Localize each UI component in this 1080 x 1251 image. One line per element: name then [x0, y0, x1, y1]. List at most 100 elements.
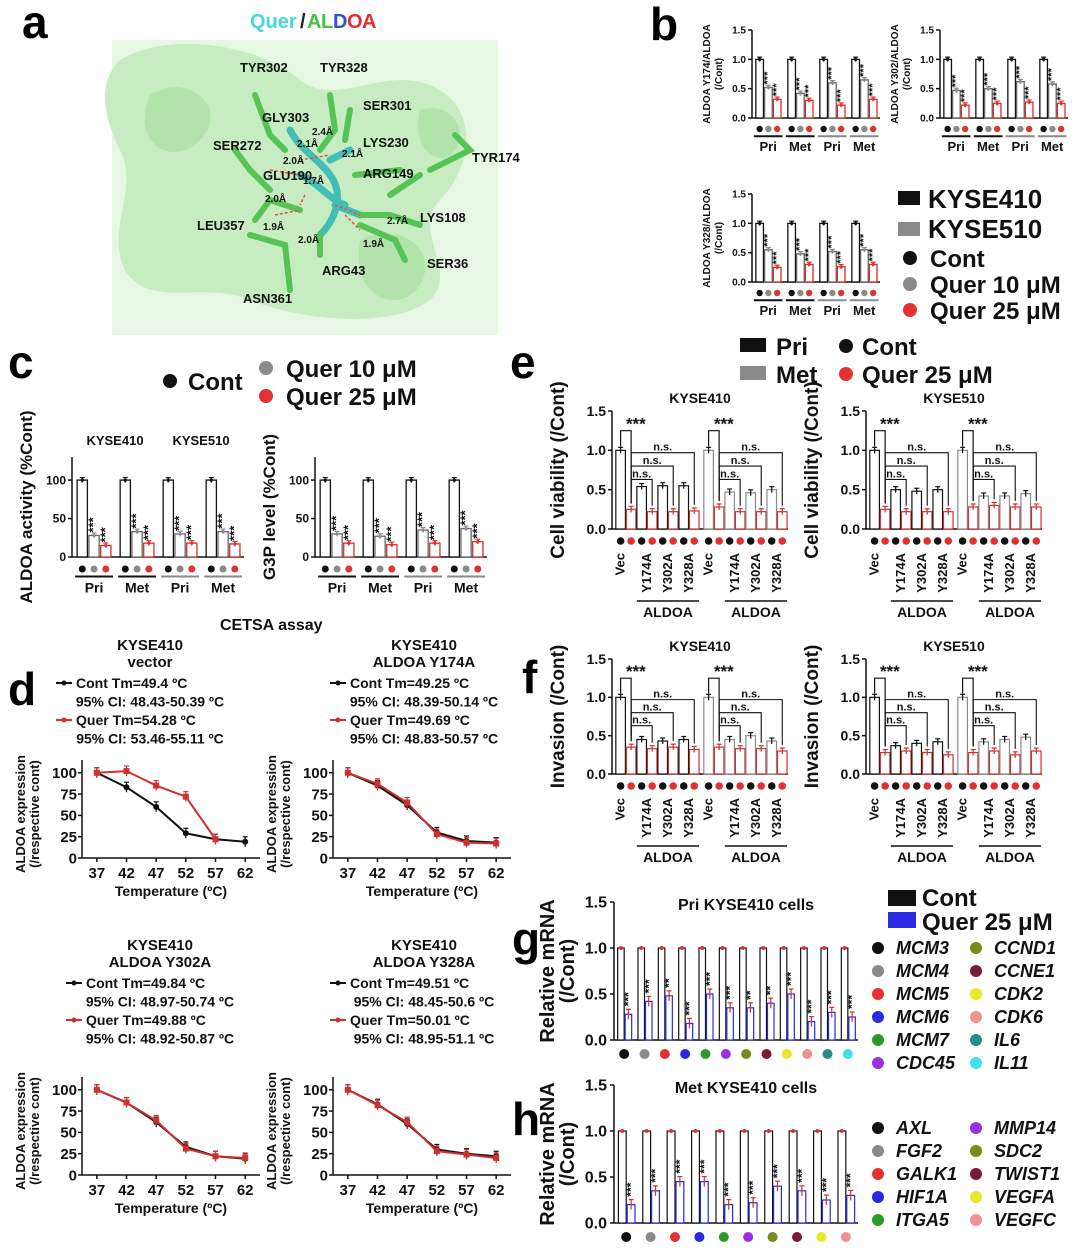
gene-dot: [645, 1232, 656, 1242]
chart-subtitle: ALDOA Y174A: [373, 654, 476, 671]
data-point: [830, 249, 835, 254]
data-point: [92, 533, 96, 538]
significance-bracket: [972, 452, 1037, 501]
data-point: [742, 1129, 747, 1133]
significance-mark: ***: [819, 1178, 833, 1192]
data-point: [182, 1145, 189, 1152]
legend-dot: [872, 965, 884, 977]
residue-label: ASN361: [243, 291, 292, 306]
gene-dot: [842, 1049, 853, 1059]
data-point: [954, 88, 959, 93]
bar: [1020, 493, 1032, 530]
group-label: Pri: [1012, 139, 1029, 154]
chart-h: 0.0 0.5 1.0 1.5 Relative mRNA(/Cont) Met KYSE…: [537, 1078, 1060, 1242]
bar-quer: [665, 995, 673, 1041]
significance-mark: ***: [867, 83, 879, 97]
group-dot: [1011, 782, 1020, 790]
legend-gene: MCM6: [896, 1007, 950, 1027]
data-point: [659, 946, 664, 950]
y-tick-label: 0: [69, 850, 77, 867]
group-label: Pri: [414, 580, 433, 596]
legend-text: Cont Tm=49.51 ºC: [350, 975, 469, 991]
bar: [713, 506, 725, 530]
y-tick-label: 0.5: [841, 482, 861, 498]
significance-mark: ***: [795, 1168, 809, 1182]
legend-text: Quer Tm=49.88 ºC: [86, 1012, 206, 1028]
data-point: [93, 769, 100, 776]
group-dot: [958, 782, 967, 790]
residue-label: GLU190: [263, 168, 312, 183]
data-point: [798, 91, 803, 95]
group-label: Pri: [85, 580, 104, 596]
series-line: [347, 1088, 497, 1158]
group-dot: [993, 125, 1001, 133]
chart-d1: 0 25 50 75 100 37 42 47 52 57 62 Temperature (ºC) AL…: [13, 637, 260, 899]
group-dot: [944, 782, 953, 790]
group-dot: [1021, 782, 1030, 790]
bar: [772, 98, 782, 119]
chart-title: KYSE410: [669, 638, 731, 654]
legend-dot: [872, 988, 884, 1000]
group-dot: [757, 782, 766, 790]
y-tick-label: 100: [303, 765, 328, 782]
bar: [978, 741, 990, 775]
significance-mark: ***: [642, 979, 656, 993]
group-dot: [78, 565, 86, 573]
y-tick-label: 0.5: [920, 84, 934, 95]
x-tick-label: 42: [118, 1182, 135, 1199]
group-label: ALDOA: [985, 604, 1035, 620]
data-point: [147, 541, 151, 545]
legend-gene: SDC2: [994, 1141, 1042, 1161]
group-dot: [990, 782, 998, 790]
group-dot: [474, 565, 482, 573]
group-dot: [778, 537, 787, 545]
data-point: [700, 946, 705, 950]
significance-mark: ***: [714, 415, 734, 434]
group-dot: [1040, 125, 1047, 133]
group-dot: [1000, 537, 1009, 545]
legend-gene: GALK1: [896, 1164, 957, 1184]
gene-dot: [639, 1049, 650, 1059]
x-tick-label: 62: [237, 865, 254, 882]
significance-mark: ***: [746, 1180, 760, 1194]
y-tick-label: 0: [320, 850, 328, 867]
chart-c1: 050100******Pri******Met******Pri******M…: [17, 411, 244, 604]
data-point: [775, 97, 779, 101]
legend-label: Quer 25 μM: [286, 384, 417, 411]
panel-letter-c: c: [8, 336, 34, 388]
significance-mark: n.s.: [653, 442, 672, 454]
legend-text: Cont Tm=49.4 ºC: [76, 675, 187, 691]
legend-e: Pri Met Cont Quer 25 μM: [740, 334, 993, 389]
legend-label: Cont: [862, 334, 917, 361]
bar: [688, 748, 700, 775]
data-point: [986, 87, 991, 91]
x-axis-label: Temperature (ºC): [115, 1200, 227, 1216]
data-point: [390, 543, 394, 547]
data-point: [433, 1148, 440, 1155]
x-tick-label: Vec: [701, 553, 716, 575]
x-tick-label: 52: [428, 865, 445, 882]
bar: [921, 751, 933, 775]
significance-mark: ***: [129, 512, 144, 528]
x-tick-label: Y302A: [914, 552, 929, 592]
group-dot: [407, 565, 415, 573]
significance-mark: n.s.: [632, 468, 651, 480]
data-point: [679, 946, 684, 950]
gene-dot: [761, 1049, 772, 1059]
significance-mark: **: [764, 986, 778, 996]
legend-dot: [872, 1191, 884, 1203]
data-point: [781, 946, 786, 950]
y-tick-label: 0.0: [841, 766, 861, 782]
significance-mark: ***: [673, 1159, 687, 1173]
data-point: [166, 478, 170, 482]
bar-cont: [812, 1130, 822, 1224]
bar-cont: [666, 1130, 676, 1224]
data-point: [344, 769, 351, 776]
data-point: [404, 1119, 411, 1126]
chart-f1: 0.0 0.5 1.0 1.5 Invasion (/Cont) KYSE410 *** n.…: [548, 638, 788, 865]
group-dot: [658, 537, 667, 545]
group-dot: [376, 565, 384, 573]
data-point: [233, 542, 237, 546]
significance-mark: ***: [858, 233, 870, 247]
data-point: [335, 532, 339, 536]
